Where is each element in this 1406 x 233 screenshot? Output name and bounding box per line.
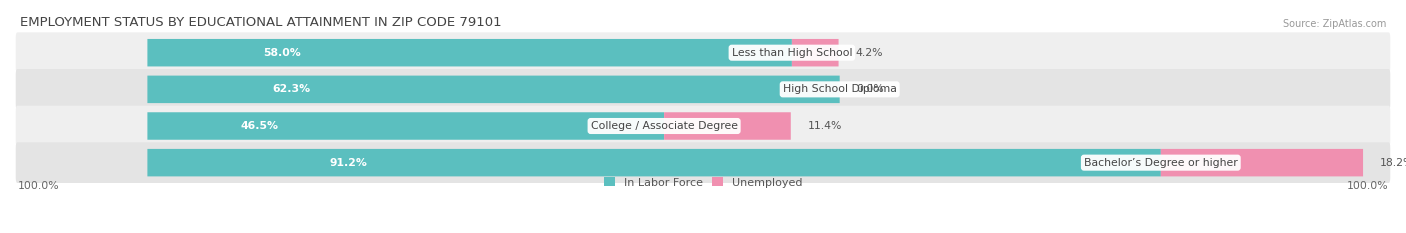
FancyBboxPatch shape: [15, 142, 1391, 183]
Text: High School Diploma: High School Diploma: [783, 84, 897, 94]
FancyBboxPatch shape: [15, 32, 1391, 73]
Legend: In Labor Force, Unemployed: In Labor Force, Unemployed: [599, 173, 807, 192]
Text: 100.0%: 100.0%: [17, 181, 59, 191]
FancyBboxPatch shape: [148, 75, 839, 103]
Text: 18.2%: 18.2%: [1379, 158, 1406, 168]
FancyBboxPatch shape: [15, 106, 1391, 146]
Text: 58.0%: 58.0%: [263, 48, 301, 58]
Text: 91.2%: 91.2%: [330, 158, 368, 168]
FancyBboxPatch shape: [792, 39, 838, 66]
Text: Less than High School: Less than High School: [731, 48, 852, 58]
Text: 62.3%: 62.3%: [271, 84, 311, 94]
FancyBboxPatch shape: [1161, 149, 1362, 176]
Text: Source: ZipAtlas.com: Source: ZipAtlas.com: [1284, 19, 1386, 29]
FancyBboxPatch shape: [664, 112, 790, 140]
FancyBboxPatch shape: [148, 39, 792, 66]
FancyBboxPatch shape: [15, 69, 1391, 110]
FancyBboxPatch shape: [148, 112, 664, 140]
Text: 11.4%: 11.4%: [807, 121, 842, 131]
Text: 0.0%: 0.0%: [856, 84, 884, 94]
Text: 4.2%: 4.2%: [855, 48, 883, 58]
Text: 100.0%: 100.0%: [1347, 181, 1389, 191]
Text: EMPLOYMENT STATUS BY EDUCATIONAL ATTAINMENT IN ZIP CODE 79101: EMPLOYMENT STATUS BY EDUCATIONAL ATTAINM…: [20, 16, 502, 29]
Text: Bachelor’s Degree or higher: Bachelor’s Degree or higher: [1084, 158, 1237, 168]
Text: College / Associate Degree: College / Associate Degree: [591, 121, 738, 131]
FancyBboxPatch shape: [148, 149, 1161, 176]
Text: 46.5%: 46.5%: [240, 121, 278, 131]
